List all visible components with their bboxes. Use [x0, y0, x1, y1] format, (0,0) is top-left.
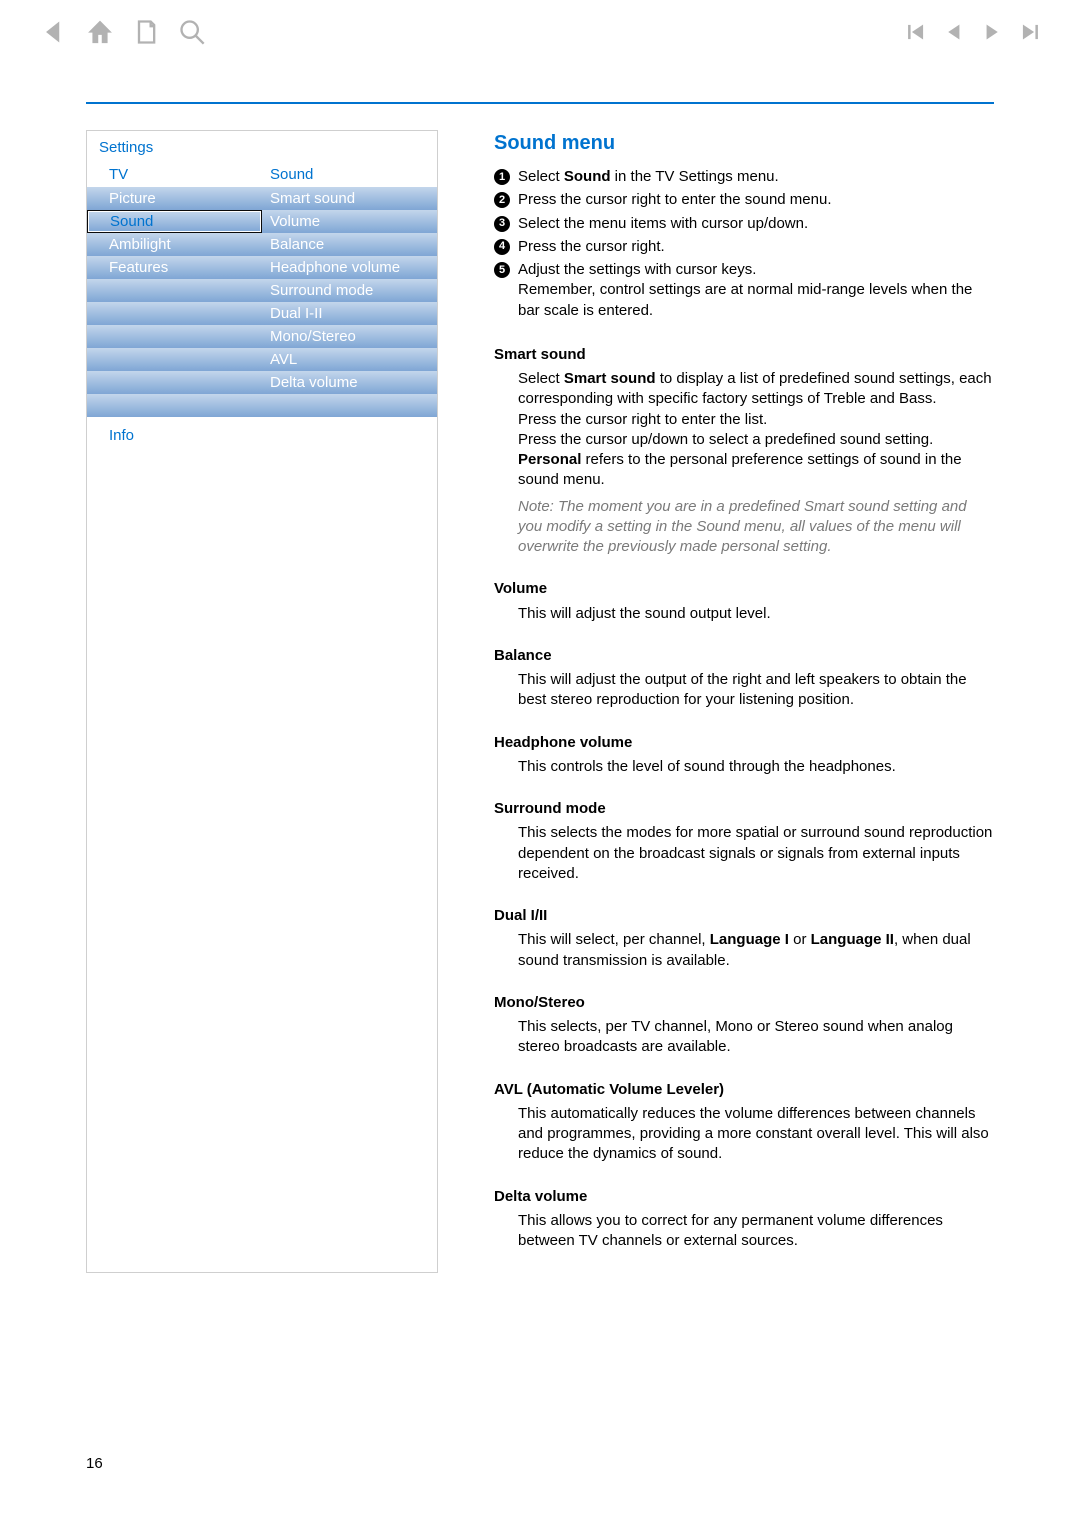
heading-balance: Balance	[494, 646, 994, 666]
settings-right-row: Headphone volume	[262, 256, 437, 279]
step-number-icon: 3	[494, 216, 510, 232]
step-item: 4 Press the cursor right.	[494, 237, 994, 257]
settings-left-row	[87, 394, 262, 417]
section-smart-sound: Smart sound Select Smart sound to displa…	[494, 345, 994, 558]
heading-headphone: Headphone volume	[494, 733, 994, 753]
ss-personal: Personal	[518, 451, 581, 468]
section-delta: Delta volume This allows you to correct …	[494, 1187, 994, 1252]
page-number: 16	[86, 1455, 103, 1472]
step-text: Select the menu items with cursor up/dow…	[518, 214, 994, 234]
settings-left-row: Features	[87, 256, 262, 279]
body-headphone: This controls the level of sound through…	[494, 757, 994, 777]
ss-line2: Press the cursor right to enter the list…	[518, 411, 767, 428]
settings-info-footer: Info	[87, 417, 437, 458]
settings-left-row: Sound	[87, 210, 262, 233]
ss-text: Select	[518, 370, 564, 387]
section-headphone: Headphone volume This controls the level…	[494, 733, 994, 778]
body-delta: This allows you to correct for any perma…	[494, 1211, 994, 1252]
back-icon[interactable]	[40, 18, 68, 46]
next-page-icon[interactable]	[982, 22, 1002, 42]
step-number-icon: 5	[494, 262, 510, 278]
settings-right-row: AVL	[262, 348, 437, 371]
section-surround: Surround mode This selects the modes for…	[494, 799, 994, 884]
pdf-toolbar	[40, 18, 1040, 46]
toolbar-right-group	[906, 22, 1040, 42]
step-item: 1 Select Sound in the TV Settings menu.	[494, 167, 994, 187]
ss-note: Note: The moment you are in a predefined…	[518, 497, 994, 558]
section-avl: AVL (Automatic Volume Leveler) This auto…	[494, 1080, 994, 1165]
body-smart-sound: Select Smart sound to display a list of …	[494, 369, 994, 557]
settings-left-row	[87, 371, 262, 394]
settings-right-row: Surround mode	[262, 279, 437, 302]
body-surround: This selects the modes for more spatial …	[494, 823, 994, 884]
section-mono: Mono/Stereo This selects, per TV channel…	[494, 993, 994, 1058]
step-item: 2 Press the cursor right to enter the sou…	[494, 190, 994, 210]
settings-right-row: Volume	[262, 210, 437, 233]
heading-smart-sound: Smart sound	[494, 345, 994, 365]
body-balance: This will adjust the output of the right…	[494, 670, 994, 711]
settings-right-row: Dual I-II	[262, 302, 437, 325]
heading-mono: Mono/Stereo	[494, 993, 994, 1013]
heading-avl: AVL (Automatic Volume Leveler)	[494, 1080, 994, 1100]
settings-left-row	[87, 302, 262, 325]
settings-right-row: Mono/Stereo	[262, 325, 437, 348]
page-title: Sound menu	[494, 130, 994, 157]
text-content: Sound menu 1 Select Sound in the TV Setti…	[494, 130, 994, 1273]
print-icon[interactable]	[132, 18, 160, 46]
step-number-icon: 2	[494, 192, 510, 208]
step-text: Adjust the settings with cursor keys.Rem…	[518, 260, 994, 321]
step-text: Press the cursor right.	[518, 237, 994, 257]
settings-right-row: Balance	[262, 233, 437, 256]
section-volume: Volume This will adjust the sound output…	[494, 579, 994, 624]
body-avl: This automatically reduces the volume di…	[494, 1104, 994, 1165]
step-item: 3 Select the menu items with cursor up/do…	[494, 214, 994, 234]
prev-page-icon[interactable]	[944, 22, 964, 42]
ss-line3: Press the cursor up/down to select a pre…	[518, 431, 933, 448]
settings-right-row: Smart sound	[262, 187, 437, 210]
ss-bold: Smart sound	[564, 370, 656, 387]
body-dual: This will select, per channel, Language …	[494, 930, 994, 971]
dual-mid: or	[789, 931, 811, 948]
search-icon[interactable]	[178, 18, 206, 46]
step-item: 5 Adjust the settings with cursor keys.Re…	[494, 260, 994, 321]
last-page-icon[interactable]	[1020, 22, 1040, 42]
settings-left-col: TV PictureSoundAmbilightFeatures	[87, 162, 262, 417]
steps-list: 1Select Sound in the TV Settings menu.2P…	[494, 167, 994, 321]
dual-b1: Language I	[710, 931, 789, 948]
body-volume: This will adjust the sound output level.	[494, 604, 994, 624]
settings-left-row	[87, 325, 262, 348]
page-content: Settings TV PictureSoundAmbilightFeature…	[86, 130, 994, 1273]
step-text: Select Sound in the TV Settings menu.	[518, 167, 994, 187]
heading-surround: Surround mode	[494, 799, 994, 819]
step-number-icon: 1	[494, 169, 510, 185]
step-number-icon: 4	[494, 239, 510, 255]
settings-right-row	[262, 394, 437, 417]
settings-title: Settings	[87, 131, 437, 162]
settings-panel: Settings TV PictureSoundAmbilightFeature…	[86, 130, 438, 1273]
section-dual: Dual I/II This will select, per channel,…	[494, 906, 994, 971]
heading-dual: Dual I/II	[494, 906, 994, 926]
body-mono: This selects, per TV channel, Mono or St…	[494, 1017, 994, 1058]
settings-right-header: Sound	[262, 162, 437, 187]
settings-left-row	[87, 348, 262, 371]
settings-left-row: Picture	[87, 187, 262, 210]
home-icon[interactable]	[86, 18, 114, 46]
heading-volume: Volume	[494, 579, 994, 599]
dual-pre: This will select, per channel,	[518, 931, 710, 948]
settings-left-header: TV	[87, 162, 262, 187]
section-balance: Balance This will adjust the output of t…	[494, 646, 994, 711]
step-text: Press the cursor right to enter the soun…	[518, 190, 994, 210]
toolbar-left-group	[40, 18, 206, 46]
dual-b2: Language II	[811, 931, 894, 948]
settings-right-row: Delta volume	[262, 371, 437, 394]
first-page-icon[interactable]	[906, 22, 926, 42]
ss-line4rest: refers to the personal preference settin…	[518, 451, 962, 488]
settings-left-row	[87, 279, 262, 302]
settings-right-col: Sound Smart soundVolumeBalanceHeadphone …	[262, 162, 437, 417]
settings-left-row: Ambilight	[87, 233, 262, 256]
heading-delta: Delta volume	[494, 1187, 994, 1207]
top-divider	[86, 102, 994, 104]
settings-columns: TV PictureSoundAmbilightFeatures Sound S…	[87, 162, 437, 417]
